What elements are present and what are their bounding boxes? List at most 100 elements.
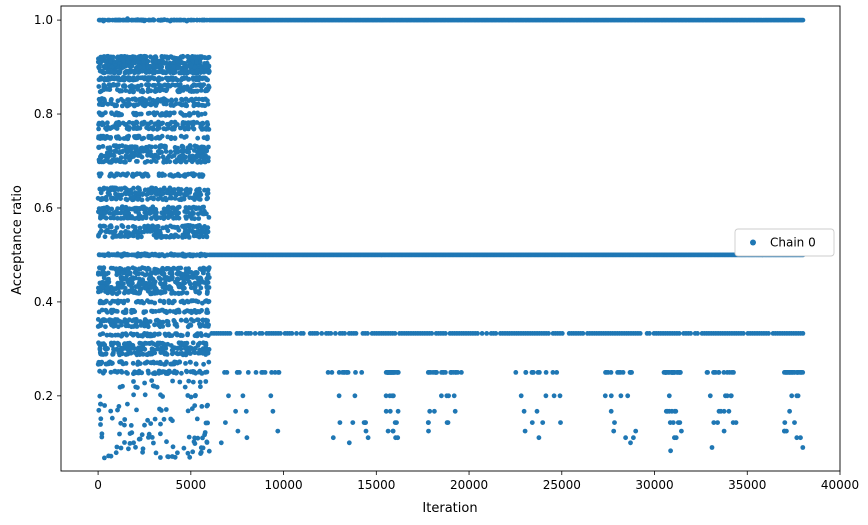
- data-point: [188, 359, 193, 365]
- data-point: [170, 418, 175, 424]
- data-point: [122, 422, 127, 428]
- data-point: [148, 421, 154, 426]
- data-point: [97, 252, 103, 258]
- data-point: [167, 299, 173, 305]
- data-point: [139, 68, 145, 74]
- data-point: [148, 360, 153, 366]
- data-point: [97, 368, 103, 374]
- data-point: [137, 64, 143, 70]
- data-point: [180, 284, 186, 290]
- data-point: [543, 393, 549, 399]
- data-point: [169, 119, 174, 125]
- data-point: [672, 435, 677, 441]
- data-point: [193, 289, 199, 295]
- data-point: [198, 285, 204, 291]
- data-point: [159, 408, 164, 413]
- data-point: [140, 446, 146, 452]
- data-points: [95, 16, 806, 461]
- data-point: [181, 125, 187, 131]
- data-point: [536, 435, 542, 441]
- data-point: [352, 393, 358, 399]
- data-point: [177, 17, 183, 23]
- data-point: [187, 113, 192, 118]
- data-point: [715, 420, 720, 425]
- data-point: [475, 331, 480, 336]
- data-point: [138, 323, 144, 328]
- data-point: [359, 370, 365, 375]
- data-point: [110, 351, 116, 357]
- data-point: [194, 68, 200, 74]
- data-point: [115, 332, 121, 338]
- data-point: [175, 450, 180, 456]
- data-point: [330, 435, 336, 441]
- data-point: [135, 233, 141, 238]
- data-point: [148, 88, 154, 94]
- data-point: [149, 291, 155, 297]
- data-point: [136, 148, 141, 154]
- data-point: [387, 408, 393, 414]
- data-point: [188, 394, 194, 400]
- data-point: [182, 309, 188, 314]
- data-point: [187, 351, 193, 356]
- data-point: [118, 420, 124, 426]
- data-point: [204, 234, 210, 240]
- data-point: [142, 340, 148, 346]
- data-point: [183, 317, 189, 323]
- data-point: [537, 370, 542, 375]
- data-point: [109, 206, 115, 212]
- data-point: [628, 440, 633, 446]
- data-point: [430, 370, 436, 375]
- data-point: [98, 360, 104, 365]
- data-point: [253, 370, 259, 375]
- data-point: [200, 350, 206, 356]
- data-point: [137, 279, 143, 285]
- data-point: [123, 310, 129, 315]
- data-point: [142, 392, 148, 398]
- data-point: [138, 75, 144, 81]
- data-point: [148, 54, 153, 60]
- data-point: [205, 155, 211, 161]
- data-point: [455, 370, 461, 375]
- data-point: [103, 271, 109, 277]
- data-point: [150, 70, 156, 76]
- data-point: [204, 403, 210, 409]
- data-point: [134, 271, 140, 277]
- data-point: [121, 77, 127, 83]
- data-point: [195, 110, 201, 116]
- data-point: [115, 215, 120, 221]
- data-point: [189, 406, 195, 412]
- data-point: [395, 435, 401, 441]
- data-point: [145, 111, 151, 116]
- data-point: [192, 393, 198, 399]
- data-point: [116, 404, 122, 409]
- data-point: [156, 76, 162, 81]
- data-point: [114, 346, 120, 352]
- data-point: [141, 64, 146, 70]
- data-point: [149, 378, 155, 383]
- data-point: [125, 298, 131, 303]
- data-point: [169, 191, 174, 196]
- data-point: [145, 75, 151, 81]
- data-point: [147, 351, 153, 357]
- data-point: [125, 215, 131, 221]
- data-point: [118, 96, 124, 102]
- data-point: [197, 379, 203, 385]
- data-point: [198, 88, 204, 93]
- data-point: [126, 350, 132, 356]
- data-point: [118, 196, 123, 202]
- data-point: [188, 205, 194, 211]
- data-point: [157, 143, 163, 149]
- data-point: [133, 76, 138, 82]
- data-point: [109, 159, 115, 165]
- data-point: [134, 69, 140, 75]
- data-point: [270, 408, 276, 414]
- data-point: [189, 216, 195, 221]
- data-point: [144, 352, 150, 357]
- data-point: [175, 267, 181, 272]
- data-point: [184, 232, 189, 238]
- data-point: [171, 110, 177, 116]
- data-point: [168, 233, 174, 238]
- data-point: [151, 440, 156, 446]
- data-point: [145, 288, 151, 294]
- data-point: [451, 370, 456, 375]
